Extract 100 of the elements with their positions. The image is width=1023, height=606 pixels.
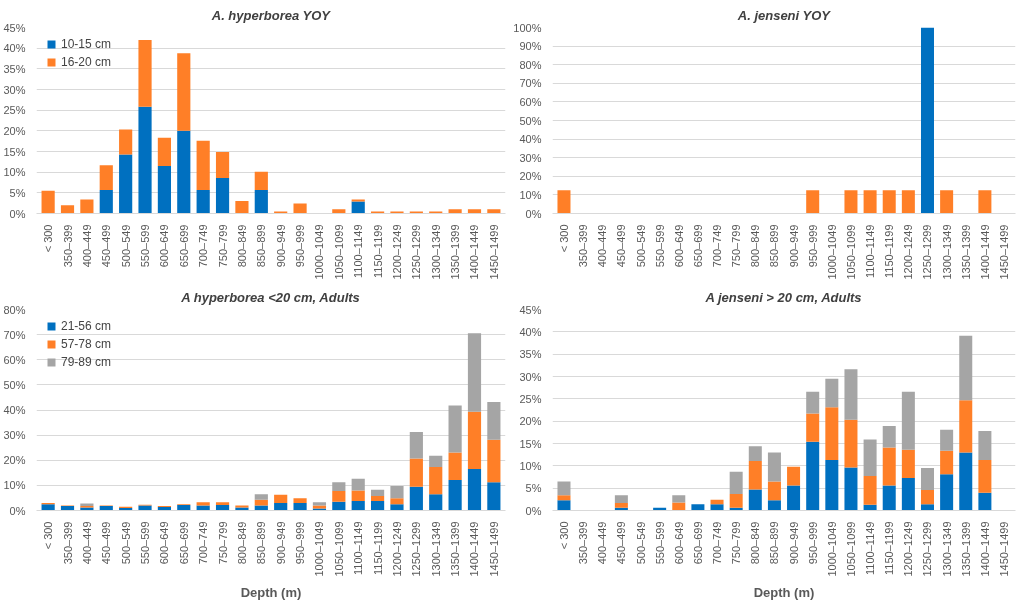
y-tick-label: 15% (519, 437, 542, 450)
x-tick-label: 1050–1099 (332, 224, 345, 280)
x-tick-label: 1450–1499 (998, 224, 1011, 280)
x-tick-label: 1150–1199 (883, 224, 896, 278)
x-tick-label: 1300–1349 (429, 224, 442, 280)
legend-label: 21-56 cm (61, 319, 112, 333)
chart-title: A. hyperborea YOY (210, 7, 332, 23)
x-tick-label: 800–849 (749, 224, 762, 268)
chart-title: A jenseni > 20 cm, Adults (704, 289, 862, 305)
x-tick-label: 850–899 (255, 521, 268, 565)
x-tick-label: 1050–1099 (332, 521, 345, 577)
x-tick-label: 1100–1149 (352, 521, 365, 575)
y-tick-label: 30% (519, 151, 542, 164)
x-tick-label: 600–649 (672, 224, 685, 268)
x-tick-label: 1400–1449 (468, 224, 481, 280)
x-tick-label: 1000–1049 (313, 224, 326, 280)
y-tick-label: 40% (519, 325, 542, 338)
y-tick-label: 35% (3, 62, 26, 75)
x-tick-label: 550–599 (139, 224, 152, 268)
x-tick-label: 700–749 (197, 224, 210, 268)
x-tick-label: 1050–1099 (844, 521, 857, 577)
x-tick-label: 1000–1049 (825, 521, 838, 577)
x-tick-label: 500–549 (119, 521, 132, 565)
y-tick-label: 0% (9, 207, 26, 220)
x-tick-label: 1300–1349 (940, 521, 953, 577)
y-tick-label: 50% (3, 378, 26, 391)
x-tick-label: 500–549 (634, 521, 647, 565)
y-tick-label: 30% (3, 83, 26, 96)
y-tick-label: 10% (519, 459, 542, 472)
x-tick-label: 350–399 (577, 521, 590, 565)
x-tick-label: 600–649 (672, 521, 685, 565)
y-tick-label: 30% (3, 429, 26, 442)
x-tick-label: 1300–1349 (429, 521, 442, 577)
y-tick-label: 70% (3, 328, 26, 341)
x-tick-label: < 300 (557, 521, 570, 550)
x-tick-label: 1200–1249 (902, 224, 915, 280)
x-tick-label: 1200–1249 (902, 521, 915, 577)
y-tick-label: 10% (519, 188, 542, 201)
y-tick-label: 60% (519, 95, 542, 108)
x-tick-label: 1350–1399 (959, 521, 972, 577)
x-tick-label: 650–699 (177, 224, 190, 268)
x-tick-label: 1400–1449 (978, 224, 991, 280)
x-tick-label: 350–399 (61, 521, 74, 565)
x-tick-label: 550–599 (653, 521, 666, 565)
chart-title: A. jenseni YOY (736, 7, 832, 23)
x-tick-label: 450–499 (615, 521, 628, 565)
x-tick-label: 1200–1249 (390, 521, 403, 577)
x-tick-label: 1150–1199 (883, 521, 896, 575)
y-tick-label: 90% (519, 40, 542, 53)
x-tick-label: 550–599 (139, 521, 152, 565)
x-tick-label: 900–949 (787, 224, 800, 268)
x-tick-label: < 300 (42, 224, 55, 253)
x-tick-label: 700–749 (711, 521, 724, 565)
legend-label: 10-15 cm (61, 37, 112, 51)
x-tick-label: 650–699 (177, 521, 190, 565)
x-tick-label: 900–949 (787, 521, 800, 565)
y-tick-label: 25% (3, 104, 26, 117)
y-tick-label: 15% (3, 145, 26, 158)
x-tick-label: 550–599 (653, 224, 666, 268)
legend-label: 16-20 cm (61, 55, 112, 69)
y-tick-label: 20% (3, 454, 26, 467)
x-tick-label: 1400–1449 (468, 521, 481, 577)
x-tick-label: 850–899 (768, 224, 781, 268)
x-tick-label: 350–399 (577, 224, 590, 268)
y-tick-label: 100% (513, 21, 542, 34)
x-tick-label: 400–449 (596, 521, 609, 565)
x-tick-label: 750–799 (216, 224, 229, 268)
x-tick-label: 1250–1299 (410, 224, 423, 280)
x-tick-label: 1100–1149 (864, 521, 877, 575)
x-tick-label: 1100–1149 (864, 224, 877, 278)
x-tick-label: 1300–1349 (940, 224, 953, 280)
y-tick-label: 30% (519, 370, 542, 383)
y-tick-label: 70% (519, 77, 542, 90)
y-tick-label: 40% (3, 404, 26, 416)
x-tick-label: 800–849 (235, 224, 248, 268)
x-tick-label: 450–499 (615, 224, 628, 268)
x-tick-label: 350–399 (61, 224, 74, 268)
x-tick-label: 1350–1399 (449, 224, 462, 280)
x-tick-label: 1200–1249 (390, 224, 403, 280)
x-tick-label: 1100–1149 (352, 224, 365, 278)
x-tick-label: 500–549 (634, 224, 647, 268)
x-tick-label: < 300 (557, 224, 570, 253)
x-tick-label: 950–999 (294, 521, 307, 565)
x-tick-label: 600–649 (158, 224, 171, 268)
x-tick-label: 400–449 (596, 224, 609, 268)
x-tick-label: 950–999 (806, 521, 819, 565)
y-tick-label: 40% (3, 42, 26, 55)
x-tick-label: 950–999 (806, 224, 819, 268)
x-tick-label: 1000–1049 (313, 521, 326, 577)
x-tick-label: 600–649 (158, 521, 171, 565)
y-tick-label: 35% (519, 348, 542, 361)
x-tick-label: 1450–1499 (487, 521, 500, 577)
x-tick-label: 900–949 (274, 521, 287, 565)
x-tick-label: 1450–1499 (998, 521, 1011, 577)
y-tick-label: 10% (3, 166, 26, 179)
x-tick-label: 850–899 (255, 224, 268, 268)
x-tick-label: 1400–1449 (978, 521, 991, 577)
x-tick-label: 1000–1049 (825, 224, 838, 280)
x-tick-label: 1350–1399 (959, 224, 972, 280)
y-tick-label: 5% (525, 482, 542, 495)
